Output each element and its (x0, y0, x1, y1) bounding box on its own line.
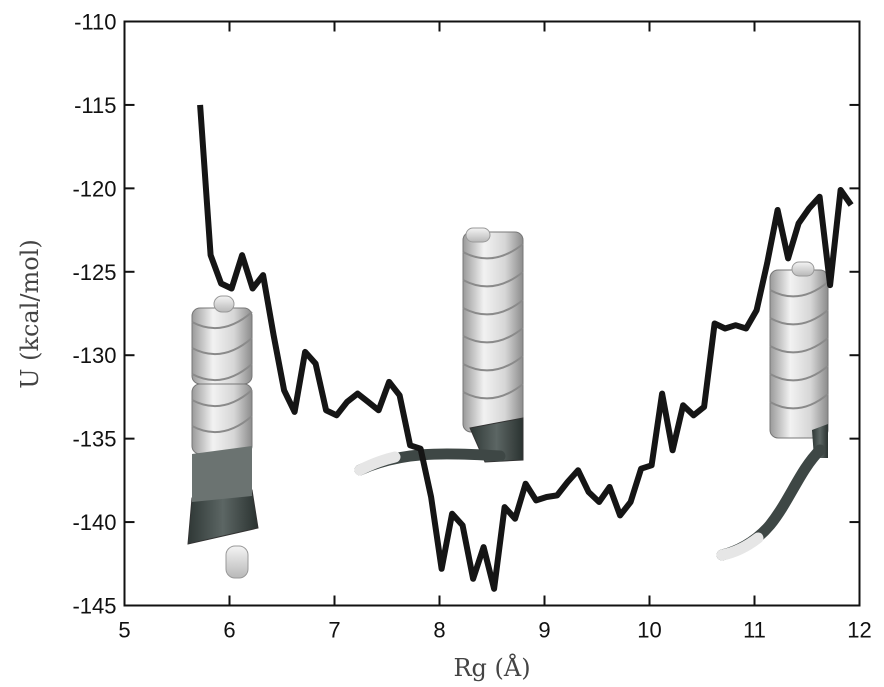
middle-helix-structure (354, 227, 524, 476)
x-tick-label: 10 (637, 618, 661, 643)
x-tick-label: 12 (847, 618, 871, 643)
x-axis-title: Rg (Å) (453, 653, 530, 682)
extended-helix-structure (716, 261, 829, 561)
x-tick-label: 5 (118, 618, 130, 643)
y-tick-label: -145 (72, 594, 116, 619)
x-axis-ticks: 5 6 7 8 9 10 11 12 (118, 21, 872, 643)
y-tick-label: -135 (72, 427, 116, 452)
y-tick-label: -120 (72, 176, 116, 201)
x-tick-label: 7 (328, 618, 340, 643)
y-axis-ticks: -110 -115 -120 -125 -130 -135 -140 -145 (72, 10, 860, 619)
y-tick-label: -110 (74, 10, 116, 35)
y-tick-label: -125 (72, 260, 116, 285)
y-tick-label: -140 (72, 510, 116, 535)
compact-helix-structure (187, 295, 259, 579)
x-tick-label: 6 (223, 618, 235, 643)
x-tick-label: 8 (433, 618, 445, 643)
y-tick-label: -130 (72, 343, 116, 368)
y-axis-title: U (kcal/mol) (16, 239, 44, 389)
y-tick-label: -115 (74, 93, 116, 118)
x-tick-label: 11 (743, 618, 766, 643)
plot-area-frame (123, 20, 861, 607)
energy-series-line (197, 104, 854, 592)
x-tick-label: 9 (538, 618, 550, 643)
